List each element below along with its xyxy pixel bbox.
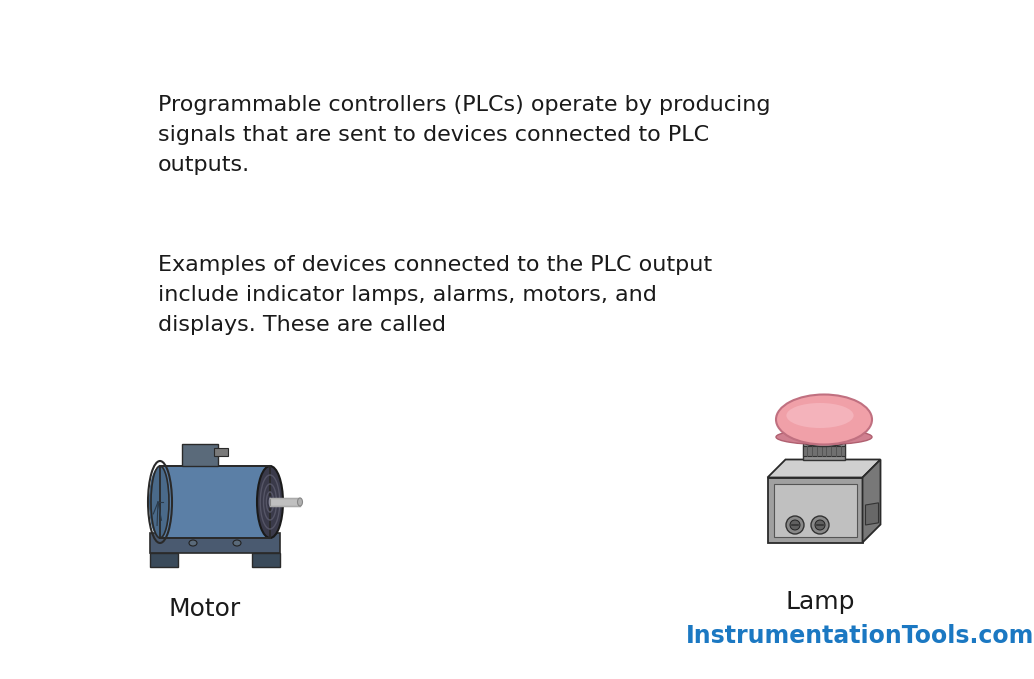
- Ellipse shape: [151, 466, 169, 538]
- Text: InstrumentationTools.com: InstrumentationTools.com: [686, 624, 1034, 648]
- Ellipse shape: [298, 498, 303, 506]
- Polygon shape: [767, 460, 881, 477]
- Bar: [803, 441, 845, 460]
- Text: Lamp: Lamp: [785, 590, 855, 614]
- Bar: [252, 553, 280, 567]
- Text: Motor: Motor: [169, 597, 241, 621]
- Ellipse shape: [233, 540, 241, 546]
- Bar: [767, 477, 862, 543]
- Text: Programmable controllers (PLCs) operate by producing: Programmable controllers (PLCs) operate …: [158, 95, 770, 115]
- Text: displays. These are called: displays. These are called: [158, 315, 453, 335]
- Circle shape: [790, 520, 800, 530]
- Ellipse shape: [257, 466, 283, 538]
- Ellipse shape: [803, 437, 845, 447]
- Ellipse shape: [268, 496, 272, 507]
- Bar: [803, 445, 845, 456]
- Polygon shape: [865, 503, 879, 525]
- Text: outputs.: outputs.: [158, 155, 250, 175]
- Text: include indicator lamps, alarms, motors, and: include indicator lamps, alarms, motors,…: [158, 285, 657, 305]
- Bar: [150, 553, 178, 567]
- Bar: [214, 448, 229, 456]
- Bar: [160, 466, 270, 538]
- Bar: [182, 444, 218, 466]
- Ellipse shape: [149, 468, 168, 536]
- Ellipse shape: [776, 430, 872, 445]
- Bar: [160, 466, 270, 538]
- Circle shape: [811, 516, 829, 534]
- Ellipse shape: [189, 540, 197, 546]
- Text: Examples of devices connected to the PLC output: Examples of devices connected to the PLC…: [158, 255, 712, 275]
- Text: signals that are sent to devices connected to PLC: signals that are sent to devices connect…: [158, 125, 709, 145]
- Ellipse shape: [776, 394, 872, 445]
- Bar: [150, 533, 280, 553]
- Ellipse shape: [787, 403, 854, 428]
- Bar: [773, 483, 856, 536]
- Bar: [270, 498, 300, 506]
- Circle shape: [815, 520, 825, 530]
- Circle shape: [786, 516, 804, 534]
- Polygon shape: [862, 460, 881, 543]
